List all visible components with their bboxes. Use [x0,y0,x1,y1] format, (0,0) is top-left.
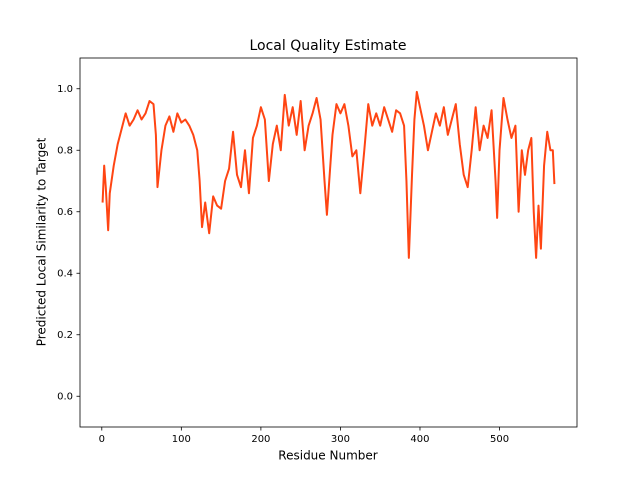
y-tick-label: 0.0 [57,391,73,402]
line-series [101,90,556,259]
y-tick-label: 0.4 [57,268,73,279]
y-tick-label: 0.2 [57,330,73,341]
x-tick-label: 400 [410,434,429,445]
y-tick-label: 1.0 [57,84,73,95]
x-tick-label: 200 [251,434,270,445]
y-axis-label: Predicted Local Similarity to Target [35,137,49,346]
plot-frame [79,57,578,428]
y-tick-label: 0.8 [57,145,73,156]
x-tick-label: 0 [99,434,105,445]
x-axis-label: Residue Number [278,449,377,463]
x-tick-label: 500 [490,434,509,445]
x-tick-label: 300 [331,434,350,445]
x-tick-label: 100 [172,434,191,445]
chart-title: Local Quality Estimate [249,38,406,54]
y-tick-label: 0.6 [57,207,73,218]
